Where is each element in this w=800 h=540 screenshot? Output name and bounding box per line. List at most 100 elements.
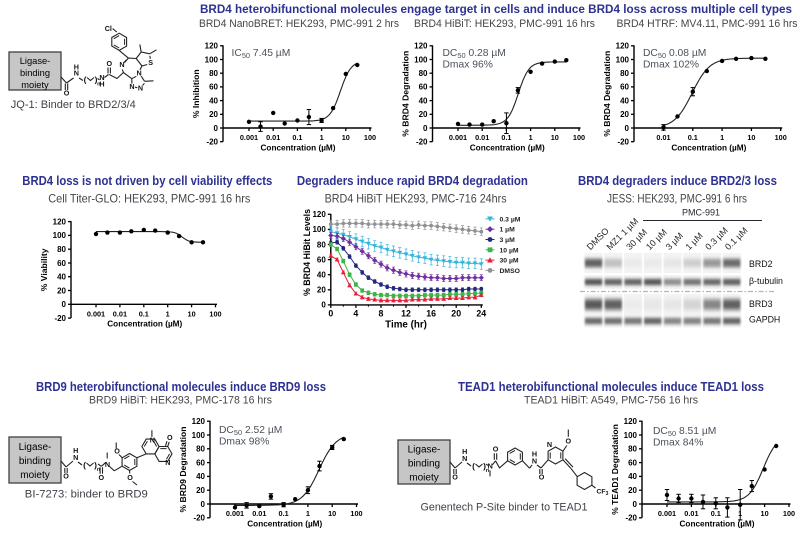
svg-text:binding: binding (20, 68, 50, 78)
svg-text:): ) (94, 460, 97, 470)
svg-text:N: N (119, 60, 124, 69)
svg-text:IC50 7.45 µM: IC50 7.45 µM (232, 48, 291, 60)
svg-text:100: 100 (209, 309, 221, 318)
svg-text:60: 60 (628, 458, 637, 467)
svg-text:20: 20 (419, 110, 428, 119)
svg-text:60: 60 (57, 259, 66, 268)
svg-text:20: 20 (628, 486, 637, 495)
svg-text:DC50 0.08 µM: DC50 0.08 µM (643, 48, 706, 60)
svg-text:Concentration (µM): Concentration (µM) (680, 518, 755, 528)
svg-text:120: 120 (205, 42, 219, 51)
svg-text:H: H (462, 447, 467, 456)
svg-text:O: O (107, 59, 113, 68)
svg-text:40: 40 (209, 96, 218, 105)
svg-text:Genentech P-Site binder to TEA: Genentech P-Site binder to TEAD1 (421, 502, 588, 514)
svg-text:80: 80 (57, 245, 66, 254)
svg-text:100: 100 (624, 431, 638, 440)
svg-text:moiety: moiety (21, 80, 49, 90)
svg-text:120: 120 (312, 210, 326, 219)
svg-text:80: 80 (196, 445, 205, 454)
svg-text:10: 10 (551, 133, 559, 142)
svg-text:10 µM: 10 µM (500, 247, 519, 254)
svg-text:β-tubulin: β-tubulin (749, 276, 783, 286)
svg-text:80: 80 (209, 69, 218, 78)
svg-text:BRD4 HiBiT HEK293, PMC-716 24h: BRD4 HiBiT HEK293, PMC-716 24hrs (325, 191, 507, 205)
svg-text:0: 0 (201, 500, 206, 509)
svg-text:BRD4 degraders induce BRD2/3 l: BRD4 degraders induce BRD2/3 loss (578, 174, 777, 188)
svg-text:O: O (127, 473, 133, 482)
svg-text:Concentration (µM): Concentration (µM) (671, 142, 746, 152)
svg-text:O: O (566, 437, 572, 446)
svg-text:DC50 8.51 µM: DC50 8.51 µM (653, 426, 716, 438)
svg-text:80: 80 (317, 240, 326, 249)
svg-text:Concentration (µM): Concentration (µM) (261, 142, 336, 152)
svg-text:20: 20 (209, 110, 218, 119)
svg-text:4: 4 (353, 308, 358, 318)
svg-text:-20: -20 (193, 514, 205, 523)
svg-text:JQ-1: Binder to BRD2/3/4: JQ-1: Binder to BRD2/3/4 (11, 99, 136, 111)
svg-text:16: 16 (426, 308, 436, 318)
svg-text:0.1: 0.1 (139, 309, 149, 318)
svg-text:Cell Titer-GLO: HEK293, PMC-99: Cell Titer-GLO: HEK293, PMC-991 16 hrs (48, 191, 250, 205)
svg-text:0: 0 (62, 300, 67, 309)
svg-text:N: N (138, 83, 143, 92)
svg-text:10: 10 (188, 309, 196, 318)
svg-text:O: O (452, 473, 458, 482)
svg-text:(: ( (472, 461, 475, 471)
svg-text:100: 100 (573, 133, 585, 142)
svg-text:10: 10 (328, 509, 336, 518)
svg-text:80: 80 (419, 69, 428, 78)
svg-text:n: n (97, 82, 101, 88)
svg-text:120: 120 (624, 417, 638, 426)
svg-text:1: 1 (166, 309, 170, 318)
svg-text:1: 1 (306, 509, 310, 518)
svg-text:CF3: CF3 (597, 489, 609, 498)
svg-text:BRD9 HiBiT: HEK293, PMC-178 16: BRD9 HiBiT: HEK293, PMC-178 16 hrs (89, 395, 272, 407)
svg-text:20: 20 (620, 110, 629, 119)
svg-text:0.1: 0.1 (501, 133, 511, 142)
svg-text:BRD4 loss is not driven by cel: BRD4 loss is not driven by cell viabilit… (22, 174, 272, 188)
svg-text:): ) (95, 75, 98, 85)
svg-text:-20: -20 (206, 138, 218, 147)
svg-text:BRD4 heterobifunctional molecu: BRD4 heterobifunctional molecules engage… (200, 2, 792, 16)
svg-text:40: 40 (419, 96, 428, 105)
svg-text:100: 100 (414, 55, 428, 64)
svg-text:10: 10 (761, 509, 769, 518)
svg-text:10: 10 (747, 133, 755, 142)
svg-text:100: 100 (192, 431, 206, 440)
svg-text:% Viability: % Viability (39, 248, 49, 291)
svg-text:60: 60 (317, 255, 326, 264)
svg-text:GAPDH: GAPDH (749, 315, 780, 325)
svg-text:O: O (493, 445, 499, 454)
svg-text:1: 1 (720, 133, 724, 142)
svg-text:0.3 µM: 0.3 µM (500, 216, 521, 223)
svg-text:N: N (547, 440, 552, 449)
svg-text:O: O (539, 472, 545, 481)
svg-text:O: O (64, 89, 70, 98)
svg-text:0.001: 0.001 (449, 133, 467, 142)
svg-text:N: N (129, 82, 134, 91)
svg-text:Time (hr): Time (hr) (385, 320, 427, 331)
svg-text:20: 20 (317, 286, 326, 295)
svg-text:40: 40 (628, 472, 637, 481)
svg-text:20: 20 (451, 308, 461, 318)
svg-text:BRD2: BRD2 (749, 259, 773, 269)
svg-text:100: 100 (350, 509, 362, 518)
svg-text:40: 40 (196, 472, 205, 481)
svg-text:-20: -20 (625, 514, 637, 523)
svg-text:100: 100 (205, 55, 219, 64)
svg-text:N: N (136, 69, 141, 78)
svg-text:8: 8 (379, 308, 384, 318)
svg-text:O: O (114, 447, 120, 456)
svg-text:0.01: 0.01 (252, 509, 266, 518)
svg-text:120: 120 (616, 42, 630, 51)
svg-text:20: 20 (57, 286, 66, 295)
svg-text:80: 80 (620, 69, 629, 78)
svg-text:N: N (532, 457, 537, 466)
svg-text:Ligase-: Ligase- (20, 56, 51, 66)
svg-text:0: 0 (423, 124, 428, 133)
svg-text:Ligase-: Ligase- (408, 445, 441, 456)
svg-text:20: 20 (196, 486, 205, 495)
svg-text:Cl: Cl (105, 24, 112, 33)
svg-text:3 µM: 3 µM (500, 237, 516, 244)
